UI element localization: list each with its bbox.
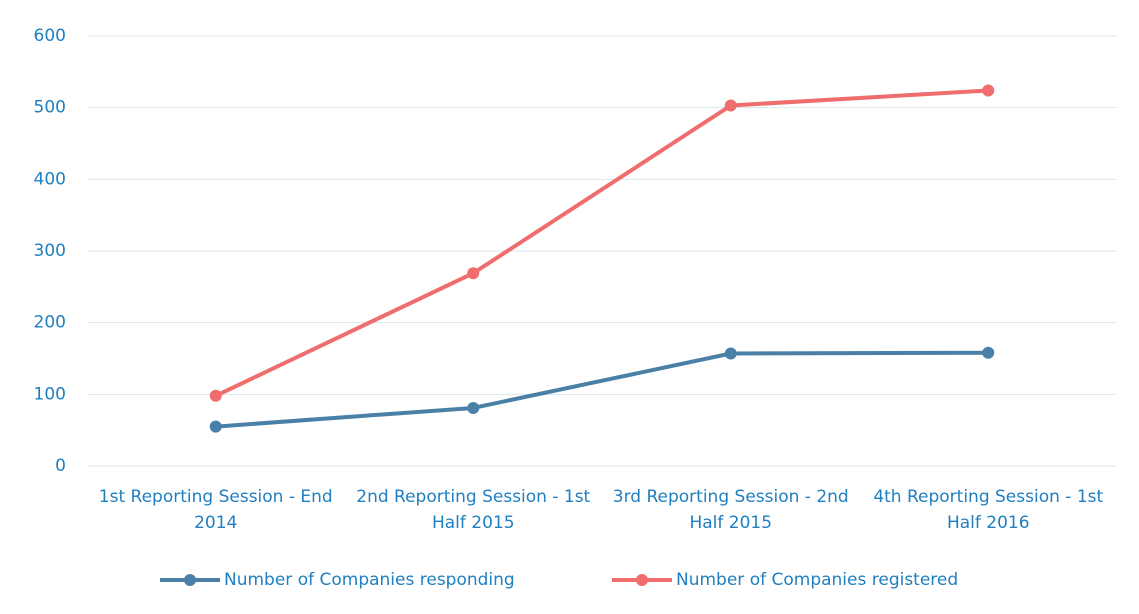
- x-tick-label: 3rd Reporting Session - 2nd Half 2015: [612, 487, 849, 533]
- data-point: [982, 346, 995, 359]
- y-tick-label: 0: [55, 456, 66, 476]
- y-tick-label: 400: [34, 169, 66, 189]
- y-tick-label: 200: [34, 313, 66, 333]
- y-tick-label: 600: [34, 26, 66, 46]
- data-point: [724, 347, 737, 360]
- legend-marker: [184, 574, 196, 586]
- series-line: [214, 88, 989, 398]
- data-point: [209, 389, 222, 402]
- x-tick-label: 4th Reporting Session - 1st Half 2016: [873, 487, 1104, 533]
- data-point: [209, 420, 222, 433]
- y-tick-label: 500: [34, 98, 66, 118]
- legend-label: Number of Companies registered: [676, 570, 958, 590]
- x-tick-label: 1st Reporting Session - End 2014: [98, 487, 333, 533]
- x-tick-label: 2nd Reporting Session - 1st Half 2015: [356, 487, 591, 533]
- series-line: [215, 350, 989, 429]
- data-point: [982, 84, 995, 97]
- y-tick-label: 300: [34, 241, 66, 261]
- legend-label: Number of Companies responding: [224, 570, 515, 590]
- data-point: [724, 99, 737, 112]
- data-point: [467, 267, 480, 280]
- y-tick-label: 100: [34, 384, 66, 404]
- legend-marker: [636, 574, 648, 586]
- data-point: [467, 401, 480, 414]
